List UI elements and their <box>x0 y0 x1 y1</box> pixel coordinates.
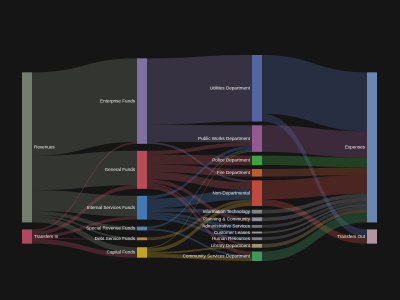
node-bar <box>252 209 262 214</box>
node-label: General Funds <box>105 167 136 172</box>
node-bar <box>252 180 262 206</box>
flow-link <box>262 206 367 241</box>
flow-link <box>262 113 367 238</box>
node-bar <box>252 243 262 248</box>
node-label: Transfers Out <box>337 234 366 239</box>
flow-link <box>147 154 252 166</box>
node-bar <box>22 229 32 244</box>
flow-link <box>147 202 252 252</box>
flow-link <box>147 164 252 177</box>
node-label: Customer Leases <box>214 230 251 235</box>
flow-link <box>262 209 367 248</box>
node-bar <box>252 55 262 122</box>
node-label: Enterprise Funds <box>100 98 136 103</box>
node-label: Utilities Department <box>210 85 251 90</box>
flow-link <box>147 142 252 155</box>
flow-link <box>147 216 252 241</box>
node-label: Human Resources <box>212 236 251 241</box>
node-bar <box>252 217 262 222</box>
node-bar <box>137 58 147 144</box>
flow-link <box>147 189 252 209</box>
flow-link <box>147 208 252 214</box>
flow-link <box>147 179 252 222</box>
flow-link <box>147 185 252 256</box>
flow-link <box>147 228 252 258</box>
nodes: Revenues Transfers In Enterprise Funds Gene… <box>22 55 377 261</box>
flow-link <box>32 185 137 236</box>
flow-link <box>147 150 252 249</box>
node-label: Fire Department <box>217 170 251 175</box>
flow-link <box>147 149 252 229</box>
node-label: Capital Funds <box>107 250 136 255</box>
flow-link <box>262 174 367 200</box>
flow-link <box>32 238 137 258</box>
node-bar <box>22 72 32 223</box>
flow-link <box>147 214 252 234</box>
node-label: Information Technology <box>203 209 251 214</box>
flow-link <box>32 216 137 238</box>
node-label: Expenses <box>345 145 366 150</box>
node-label: Police Department <box>212 158 251 163</box>
node-bar <box>252 168 262 177</box>
node-label: Special Revenue Funds <box>86 226 135 231</box>
flow-link <box>262 125 367 158</box>
node-bar <box>137 247 147 258</box>
flow-link <box>32 141 137 232</box>
node-label: Debt Service Funds <box>95 236 136 241</box>
node-bar <box>252 251 262 261</box>
flow-link <box>147 199 252 241</box>
flow-link <box>147 146 252 199</box>
flow-link <box>32 214 137 240</box>
flow-link <box>147 253 252 261</box>
flow-link <box>32 190 137 217</box>
flow-link <box>32 150 137 191</box>
flow-link <box>147 211 252 228</box>
flow-link <box>147 183 252 246</box>
flow-link <box>32 216 137 253</box>
node-bar <box>252 231 262 234</box>
flow-link <box>262 212 367 261</box>
node-label: Revenues <box>34 145 55 150</box>
node-bar <box>252 237 262 241</box>
node-bar <box>252 125 262 152</box>
flow-link <box>262 204 367 234</box>
flow-link <box>32 211 137 231</box>
node-bar <box>137 195 147 220</box>
node-label: Non-Departmental <box>212 190 250 195</box>
flow-link <box>147 55 252 125</box>
node-bar <box>367 72 377 223</box>
node-label: Planning & Community <box>203 216 250 221</box>
node-bar <box>367 229 377 244</box>
flow-link <box>262 201 367 228</box>
flow-link <box>147 245 252 254</box>
node-bar <box>252 155 262 166</box>
flow-link <box>262 197 367 222</box>
flow-link <box>262 155 367 168</box>
flow-link <box>262 199 367 244</box>
node-label: Transfers In <box>34 234 59 239</box>
flow-link <box>32 58 137 156</box>
flow-link <box>147 124 252 143</box>
flow-link <box>262 193 367 214</box>
node-label: Administrative Services <box>202 224 250 229</box>
node-bar <box>137 150 147 189</box>
flow-link <box>32 237 137 241</box>
node-label: Community Services Department <box>183 253 251 258</box>
node-label: Internal Services Funds <box>87 205 136 210</box>
links <box>32 55 367 261</box>
flow-link <box>262 167 367 177</box>
flow-link <box>147 141 252 183</box>
node-bar <box>252 224 262 228</box>
flow-link <box>262 55 367 132</box>
node-label: Public Works Department <box>198 136 251 141</box>
node-label: Library Department <box>211 243 251 248</box>
flow-link <box>147 171 252 190</box>
node-bar <box>137 226 147 231</box>
node-bar <box>137 237 147 241</box>
